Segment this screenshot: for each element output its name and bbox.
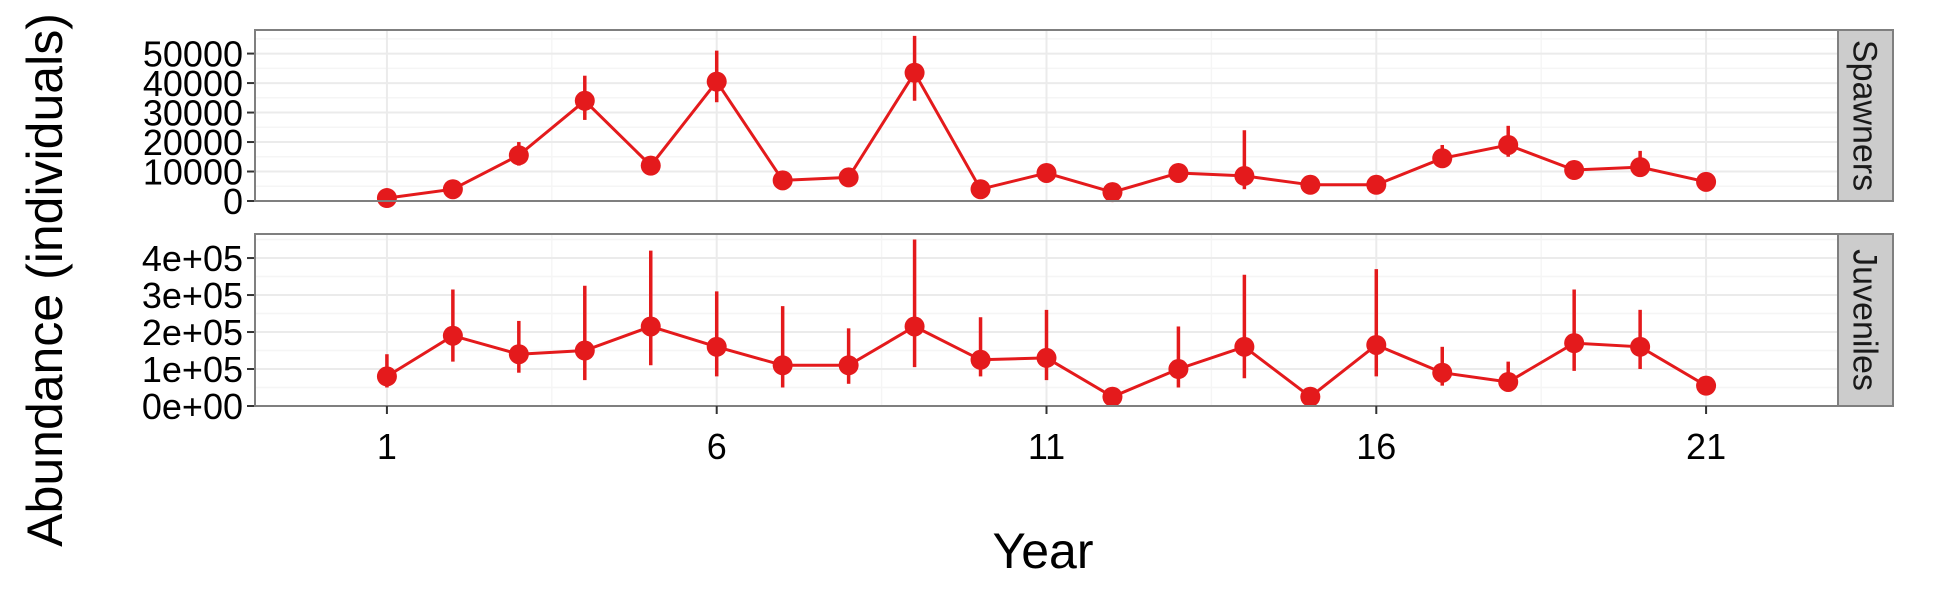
- spawners-data-point: [1300, 174, 1321, 195]
- juveniles-y-tick-label: 4e+05: [142, 238, 243, 279]
- spawners-data-point: [508, 145, 529, 166]
- spawners-y-tick-label: 0: [223, 181, 243, 222]
- spawners-y-tick-label: 30000: [143, 93, 243, 134]
- x-tick-label: 21: [1686, 426, 1726, 467]
- spawners-data-point: [1234, 165, 1255, 186]
- juveniles-data-point: [772, 355, 793, 376]
- juveniles-data-point: [970, 349, 991, 370]
- juveniles-data-point: [1168, 359, 1189, 380]
- juveniles-data-point: [706, 336, 727, 357]
- spawners-data-point: [1102, 182, 1123, 203]
- juveniles-data-point: [376, 366, 397, 387]
- spawners-y-tick-label: 50000: [143, 34, 243, 75]
- spawners-data-point: [1432, 148, 1453, 169]
- juveniles-data-point: [1366, 334, 1387, 355]
- y-axis-title: Abundance (individuals): [17, 13, 73, 547]
- juveniles-data-point: [1498, 371, 1519, 392]
- spawners-data-point: [706, 71, 727, 92]
- juveniles-data-point: [1234, 336, 1255, 357]
- juveniles-data-point: [1630, 336, 1651, 357]
- juveniles-data-point: [640, 316, 661, 337]
- x-axis-title: Year: [992, 523, 1093, 579]
- spawners-data-point: [772, 170, 793, 191]
- spawners-y-tick-label: 10000: [143, 152, 243, 193]
- juveniles-data-point: [904, 316, 925, 337]
- spawners-data-point: [1564, 160, 1585, 181]
- juveniles-y-tick-label: 2e+05: [142, 312, 243, 353]
- spawners-strip: [1837, 29, 1894, 202]
- spawners-data-point: [574, 90, 595, 111]
- spawners-data-point: [376, 188, 397, 209]
- juveniles-data-point: [838, 355, 859, 376]
- x-tick-label: 1: [377, 426, 397, 467]
- spawners-data-point: [1630, 157, 1651, 178]
- juveniles-data-point: [1036, 347, 1057, 368]
- juveniles-y-tick-label: 3e+05: [142, 275, 243, 316]
- spawners-data-point: [904, 62, 925, 83]
- x-tick-label: 11: [1028, 426, 1065, 467]
- spawners-data-point: [838, 167, 859, 188]
- spawners-data-point: [1036, 162, 1057, 183]
- juveniles-data-point: [574, 340, 595, 361]
- spawners-y-tick-label: 20000: [143, 122, 243, 163]
- x-tick-label: 16: [1356, 426, 1396, 467]
- juveniles-data-point: [1102, 386, 1123, 407]
- spawners-data-point: [442, 179, 463, 200]
- juveniles-strip: [1837, 233, 1894, 407]
- juveniles-data-point: [508, 344, 529, 365]
- juveniles-strip-label: Juveniles: [1846, 249, 1884, 391]
- spawners-y-tick-label: 40000: [143, 63, 243, 104]
- spawners-data-point: [1696, 171, 1717, 192]
- spawners-data-point: [640, 155, 661, 176]
- spawners-data-point: [970, 179, 991, 200]
- spawners-data-point: [1366, 174, 1387, 195]
- juveniles-data-point: [1696, 375, 1717, 396]
- spawners-data-point: [1498, 134, 1519, 155]
- spawners-data-point: [1168, 162, 1189, 183]
- juveniles-y-tick-label: 0e+00: [142, 386, 243, 427]
- x-tick-label: 6: [707, 426, 727, 467]
- juveniles-data-point: [1300, 386, 1321, 407]
- juveniles-data-point: [442, 325, 463, 346]
- juveniles-data-point: [1564, 333, 1585, 354]
- juveniles-y-tick-label: 1e+05: [142, 349, 243, 390]
- juveniles-data-point: [1432, 362, 1453, 383]
- spawners-strip-label: Spawners: [1846, 40, 1884, 191]
